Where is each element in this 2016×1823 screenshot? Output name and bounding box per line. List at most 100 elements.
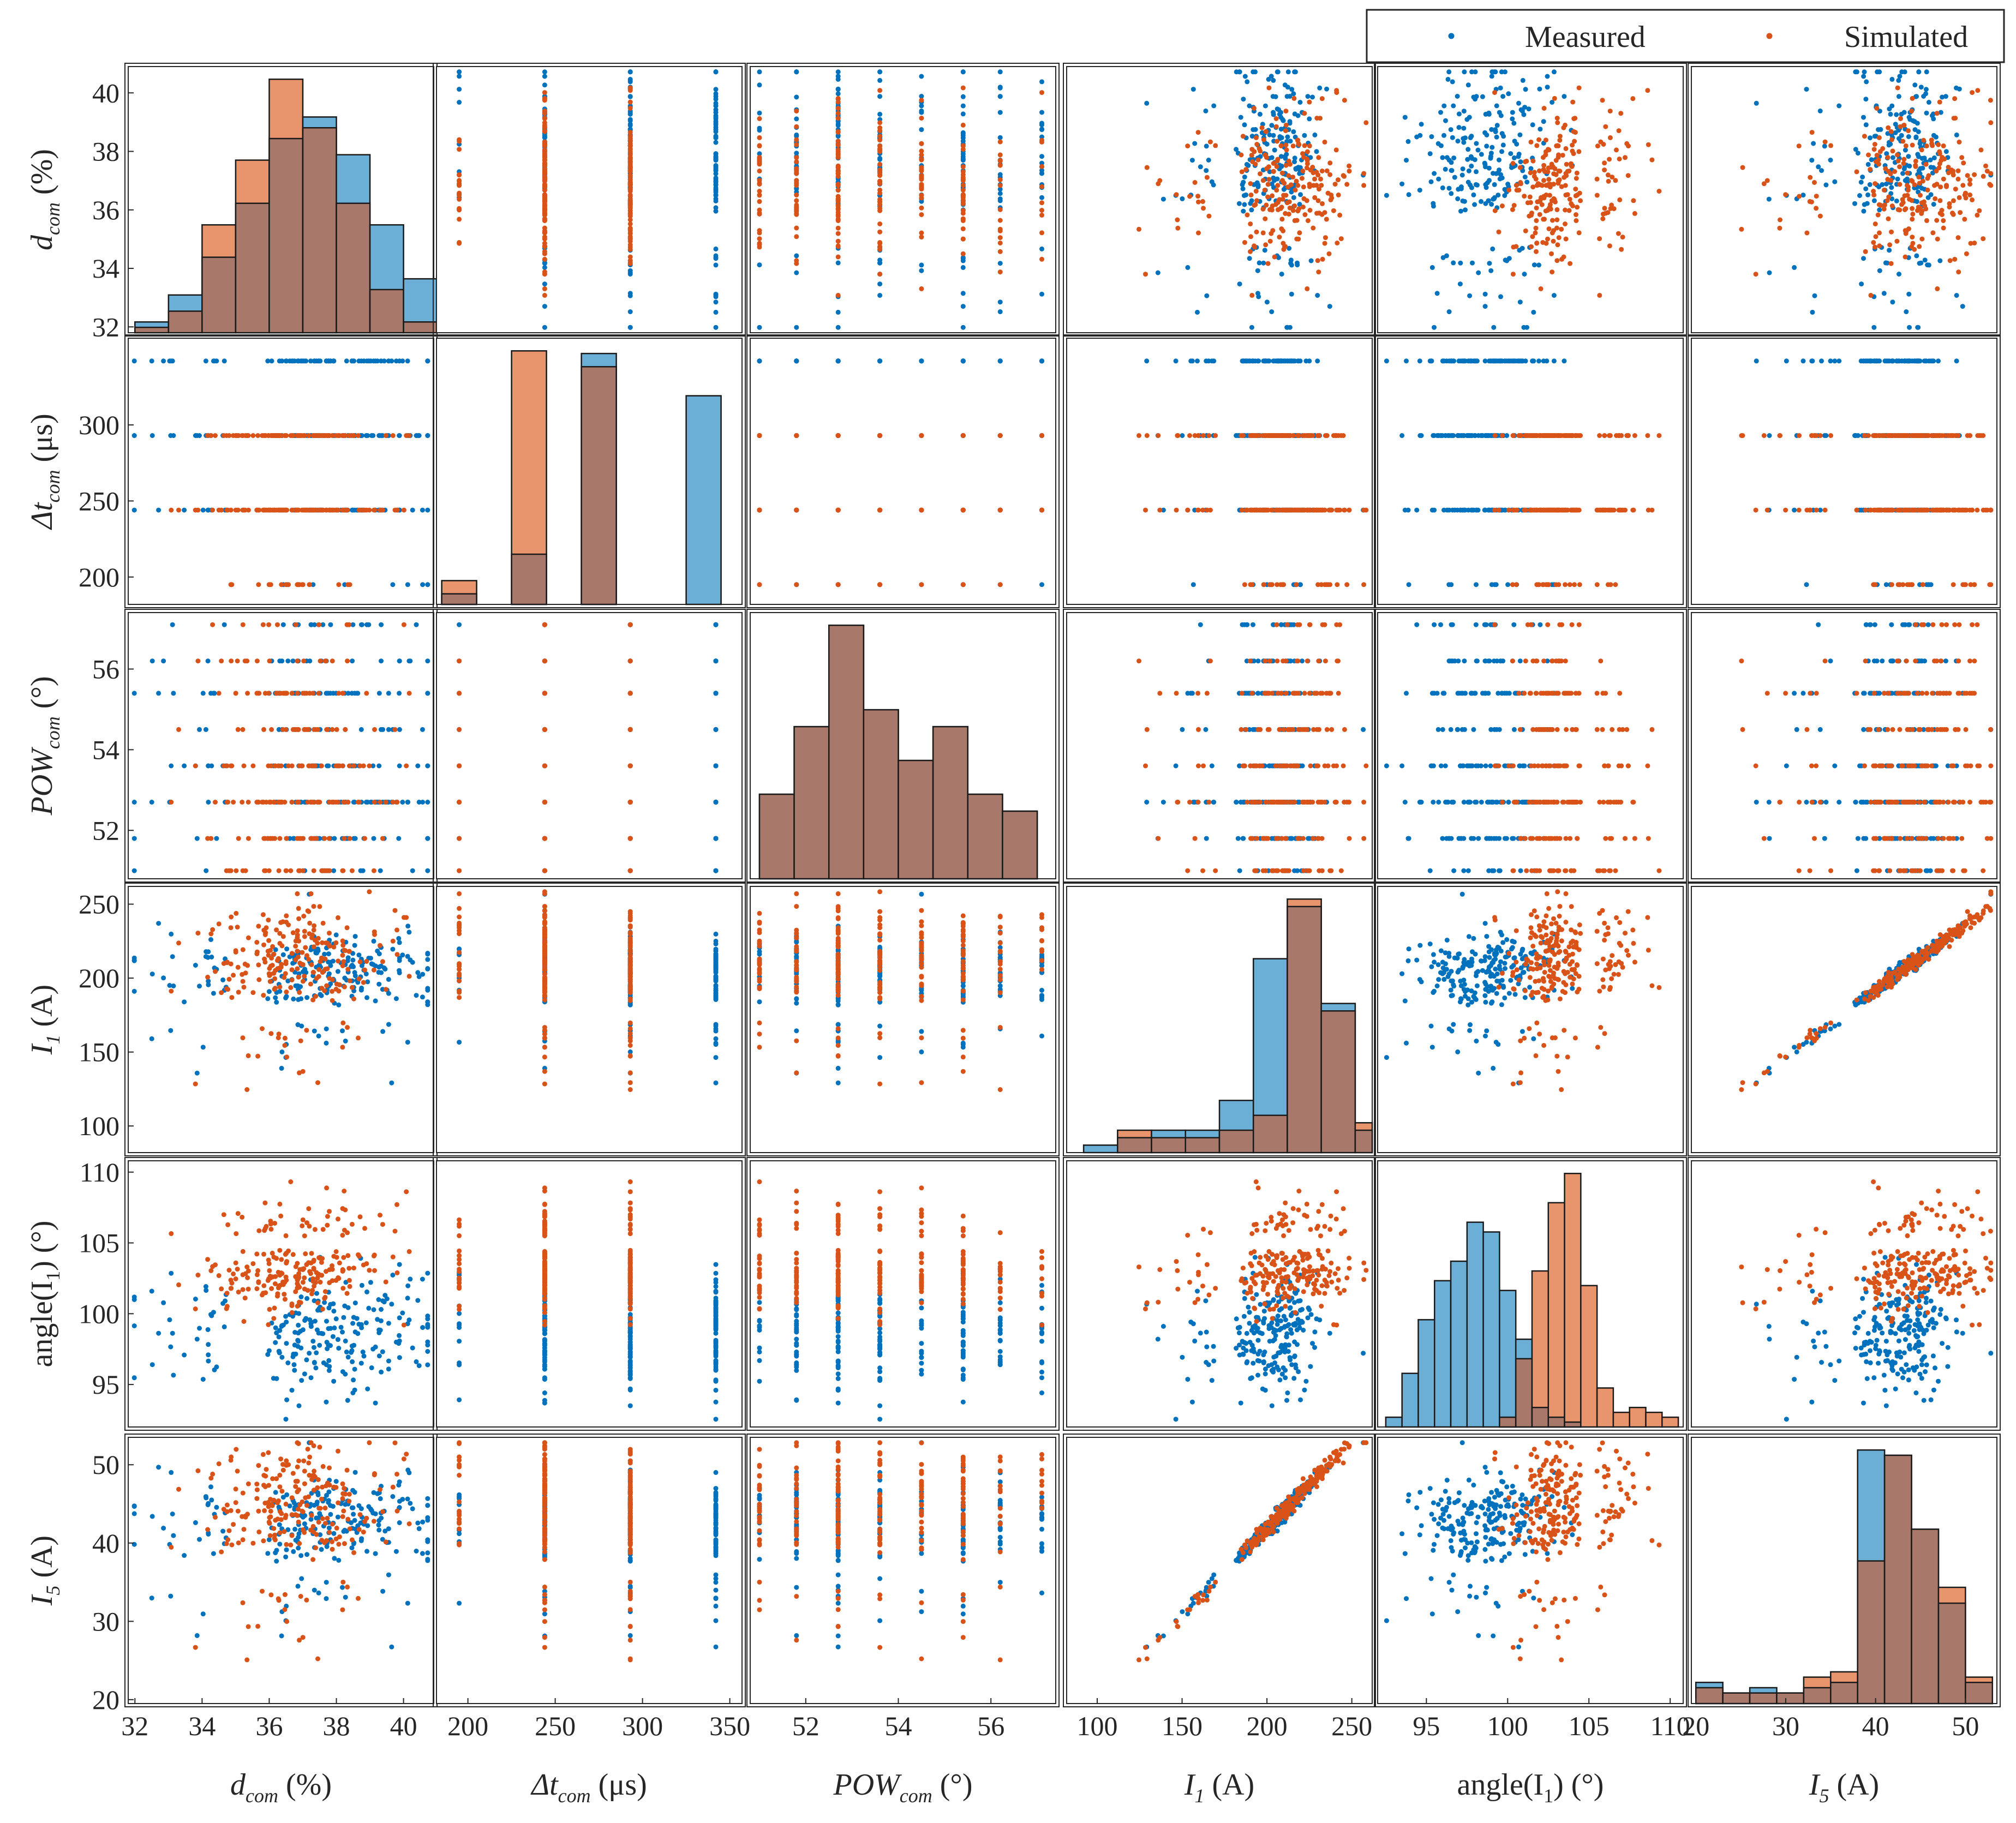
point xyxy=(1251,106,1257,111)
point xyxy=(1432,325,1437,330)
point xyxy=(1497,157,1501,163)
point xyxy=(835,325,841,330)
point xyxy=(1243,507,1249,513)
point xyxy=(1261,260,1266,266)
point xyxy=(1549,251,1554,256)
point xyxy=(713,187,719,192)
point xyxy=(1185,507,1191,513)
point xyxy=(357,507,363,513)
point xyxy=(1458,260,1463,266)
point xyxy=(627,111,633,117)
point xyxy=(352,836,358,841)
point xyxy=(1275,69,1281,75)
point xyxy=(1234,433,1239,438)
point xyxy=(200,507,206,513)
point xyxy=(1602,206,1607,211)
point xyxy=(960,433,966,438)
point xyxy=(1925,187,1930,193)
point xyxy=(1530,507,1536,513)
point xyxy=(1964,251,1969,256)
point xyxy=(794,155,799,160)
point xyxy=(1461,358,1467,364)
point xyxy=(1275,207,1281,212)
point xyxy=(240,507,246,513)
point xyxy=(1449,358,1454,364)
point xyxy=(1910,235,1915,240)
point xyxy=(877,172,883,178)
point xyxy=(1631,198,1636,203)
point xyxy=(835,139,841,144)
point xyxy=(997,158,1003,163)
point xyxy=(371,836,376,841)
point xyxy=(1157,507,1163,513)
point xyxy=(386,691,391,696)
point xyxy=(1902,69,1907,75)
point xyxy=(350,507,356,513)
point xyxy=(1632,433,1637,438)
point xyxy=(1753,507,1758,513)
point xyxy=(401,507,406,513)
point xyxy=(1291,129,1296,134)
point xyxy=(835,254,841,260)
point xyxy=(1571,129,1576,134)
point xyxy=(1456,125,1462,130)
point xyxy=(1449,168,1454,173)
point xyxy=(1573,193,1578,199)
point xyxy=(1900,582,1906,587)
point xyxy=(425,582,430,587)
point xyxy=(1288,433,1293,438)
point xyxy=(713,246,719,251)
point xyxy=(919,177,924,182)
point xyxy=(345,658,350,664)
point xyxy=(1936,142,1941,147)
point xyxy=(1877,268,1882,273)
point xyxy=(1562,358,1567,364)
point xyxy=(757,116,762,121)
point xyxy=(1539,195,1544,200)
point xyxy=(1880,146,1886,151)
point xyxy=(713,208,719,214)
point xyxy=(542,82,547,88)
point xyxy=(213,433,218,438)
point xyxy=(1510,110,1515,115)
point xyxy=(1564,433,1569,438)
point xyxy=(1273,116,1279,121)
point xyxy=(1804,230,1810,236)
point xyxy=(1817,213,1823,219)
hist-overlap-dtcom-0 xyxy=(441,593,477,605)
point xyxy=(960,236,966,242)
point xyxy=(1863,249,1868,254)
point xyxy=(279,582,284,587)
point xyxy=(1905,184,1911,190)
point xyxy=(1283,142,1289,148)
point xyxy=(1852,201,1857,206)
point xyxy=(794,208,799,214)
point xyxy=(1923,358,1929,364)
point xyxy=(542,265,547,270)
point xyxy=(877,244,883,249)
point xyxy=(334,507,339,513)
point xyxy=(1494,134,1499,140)
point xyxy=(1922,507,1928,513)
point xyxy=(1470,260,1475,266)
point xyxy=(1595,143,1600,149)
point xyxy=(713,262,719,268)
point xyxy=(1266,85,1272,91)
point xyxy=(1257,260,1262,266)
point xyxy=(1897,74,1903,79)
point xyxy=(266,868,272,873)
point xyxy=(1550,218,1555,223)
point xyxy=(364,691,369,696)
point xyxy=(960,143,966,148)
point xyxy=(1890,155,1895,160)
point xyxy=(360,868,366,873)
point xyxy=(221,433,226,438)
point xyxy=(1470,507,1475,513)
point xyxy=(1492,208,1498,213)
point xyxy=(1284,147,1289,153)
point xyxy=(542,236,547,242)
point xyxy=(1487,358,1492,364)
point xyxy=(1438,110,1443,115)
point xyxy=(1305,507,1310,513)
point xyxy=(1602,433,1607,438)
